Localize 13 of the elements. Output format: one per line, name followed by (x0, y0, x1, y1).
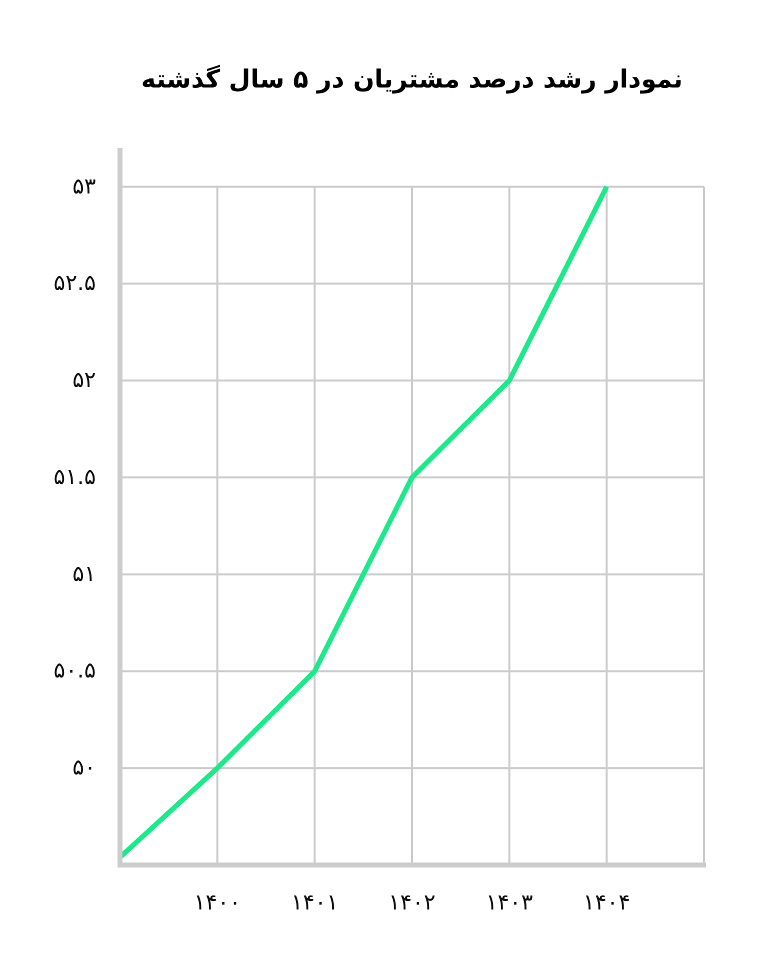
y-tick-label: ۵۰ (72, 756, 96, 781)
y-tick-label: ۵۱.۵ (54, 464, 96, 490)
title: نمودار رشد درصد مشتریان در ۵ سال گذشته (141, 64, 683, 94)
y-tick-label: ۵۲.۵ (54, 271, 96, 296)
y-tick-label: ۵۲ (72, 368, 96, 394)
x-tick-label: ۱۴۰۰ (194, 890, 241, 916)
y-tick-label: ۵۱ (72, 562, 96, 587)
y-tick-label: ۵۳ (72, 174, 96, 200)
y-tick-label: ۵۰.۵ (54, 658, 96, 684)
x-tick-label: ۱۴۰۲ (388, 890, 436, 916)
x-tick-label: ۱۴۰۴ (583, 890, 630, 916)
x-tick-label: ۱۴۰۱ (291, 890, 338, 916)
x-tick-label: ۱۴۰۳ (486, 890, 533, 916)
